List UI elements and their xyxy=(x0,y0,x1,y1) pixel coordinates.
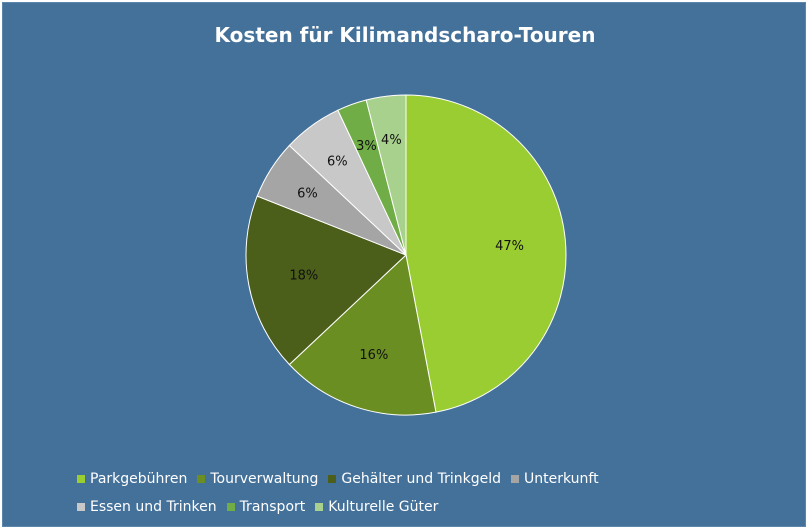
legend-label: Unterkunft xyxy=(523,471,599,487)
legend-row: Parkgebühren Tourverwaltung Gehälter und T… xyxy=(77,465,677,493)
legend-item-2: Gehälter und Trinkgeld xyxy=(328,471,501,487)
legend-item-0: Parkgebühren xyxy=(77,471,187,487)
legend-label: Transport xyxy=(239,499,306,515)
legend-item-6: Kulturelle Güter xyxy=(315,499,438,515)
pie-chart: 47% 16% 18% 6% 6% 3% 4% xyxy=(245,94,567,416)
legend-swatch xyxy=(197,475,206,483)
legend-swatch xyxy=(510,475,519,483)
legend-item-3: Unterkunft xyxy=(510,471,599,487)
legend-swatch xyxy=(315,503,324,511)
legend-swatch xyxy=(77,475,85,483)
legend-row: Essen und Trinken Transport Kulturelle Güt… xyxy=(77,493,677,521)
legend-label: Parkgebühren xyxy=(90,471,188,487)
legend-label: Essen und Trinken xyxy=(90,499,217,515)
legend-label: Tourverwaltung xyxy=(210,471,319,487)
legend-swatch xyxy=(226,503,235,511)
pie-slice-6 xyxy=(365,94,407,256)
data-label-4: 6% xyxy=(327,155,348,170)
legend-swatch xyxy=(77,503,85,511)
data-label-5: 3% xyxy=(356,139,377,154)
legend-item-5: Transport xyxy=(226,499,306,515)
chart-title: Kosten für Kilimandscharo-Touren xyxy=(214,23,596,47)
pie-slice-1 xyxy=(288,254,437,416)
legend-item-1: Tourverwaltung xyxy=(197,471,318,487)
legend-label: Kulturelle Güter xyxy=(328,499,439,515)
legend-label: Gehälter und Trinkgeld xyxy=(341,471,501,487)
data-label-2: 18% xyxy=(289,268,318,283)
legend-item-4: Essen und Trinken xyxy=(77,499,217,515)
data-label-1: 16% xyxy=(359,348,388,363)
pie-slice-0 xyxy=(405,94,567,413)
pie-slice-2 xyxy=(245,195,407,366)
data-label-0: 47% xyxy=(495,239,524,254)
data-label-3: 6% xyxy=(297,186,318,201)
legend-swatch xyxy=(328,475,337,483)
legend: Parkgebühren Tourverwaltung Gehälter und T… xyxy=(77,465,677,521)
data-label-6: 4% xyxy=(381,133,402,148)
